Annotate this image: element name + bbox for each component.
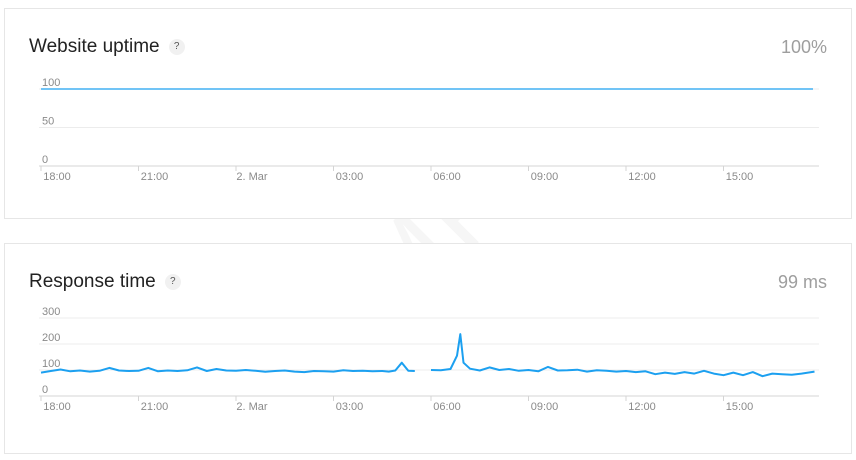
x-tick-label: 21:00 <box>141 171 169 183</box>
y-tick-label: 0 <box>42 384 48 396</box>
x-tick-label: 03:00 <box>336 171 364 183</box>
x-tick-label: 09:00 <box>531 401 559 413</box>
x-tick-label: 12:00 <box>628 401 656 413</box>
question-mark-icon[interactable]: ? <box>164 274 181 290</box>
response-time-value: 99 ms <box>777 272 827 292</box>
response-time-title: Response time <box>29 271 156 292</box>
response-time-chart: 0 100 200 300 18:00 21:00 2. Mar 03:00 06:00 09:0… <box>39 306 819 413</box>
x-tick-label: 2. Mar <box>236 401 268 413</box>
x-tick-label: 06:00 <box>433 171 461 183</box>
uptime-title: Website uptime <box>29 36 160 57</box>
y-tick-label: 50 <box>42 116 54 128</box>
x-tick-label: 18:00 <box>43 171 71 183</box>
response-time-card: Response time? 99 ms 0 100 200 300 18:00 21:0… <box>4 243 852 454</box>
y-tick-label: 100 <box>42 358 60 370</box>
x-tick-label: 15:00 <box>726 171 754 183</box>
uptime-chart: 0 50 100 18:00 21:00 2. Mar 03:00 06:00 09:00 12:… <box>39 77 819 183</box>
y-tick-label: 100 <box>42 77 60 89</box>
x-tick-label: 06:00 <box>433 401 461 413</box>
y-tick-label: 300 <box>42 306 60 318</box>
x-tick-label: 09:00 <box>531 171 559 183</box>
uptime-card: Website uptime? 100% 0 50 100 18:00 21:00 2. … <box>4 8 852 219</box>
x-tick-label: 15:00 <box>726 401 754 413</box>
response-title-row: Response time? <box>29 271 181 293</box>
x-tick-label: 18:00 <box>43 401 71 413</box>
question-mark-icon[interactable]: ? <box>168 39 185 55</box>
x-tick-label: 21:00 <box>141 401 169 413</box>
x-tick-label: 2. Mar <box>236 171 268 183</box>
x-tick-label: 12:00 <box>628 171 656 183</box>
uptime-value: 100% <box>780 37 827 57</box>
y-tick-label: 200 <box>42 332 60 344</box>
y-tick-label: 0 <box>42 154 48 166</box>
series-line <box>430 333 815 378</box>
series-line <box>40 361 415 374</box>
uptime-title-row: Website uptime? <box>29 36 185 58</box>
x-tick-label: 03:00 <box>336 401 364 413</box>
